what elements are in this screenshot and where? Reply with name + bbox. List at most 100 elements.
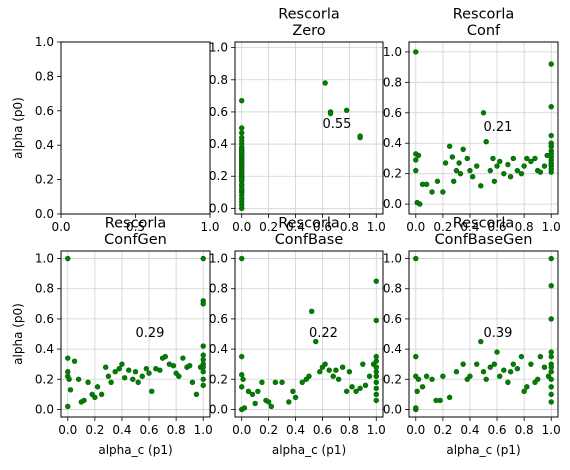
y-tick-label: 0.2 xyxy=(383,167,402,181)
x-tick-label: 0.6 xyxy=(313,220,332,234)
subplot-1: 0.0 0.5 1.0 0.0 0.2 0.4 0.6 0.8 1.0 alpha (p0) xyxy=(11,35,220,234)
data-point xyxy=(373,369,379,375)
axes-frame xyxy=(234,41,384,215)
y-tick-label: 0.0 xyxy=(383,402,402,416)
data-point xyxy=(239,372,245,378)
y-tick-label: 0.8 xyxy=(383,75,402,89)
data-point xyxy=(429,376,435,382)
data-point xyxy=(132,369,139,375)
data-point xyxy=(200,343,206,349)
data-point xyxy=(200,364,206,370)
data-point xyxy=(460,146,466,153)
x-tick-label: 0.8 xyxy=(515,423,534,437)
data-point xyxy=(176,373,182,379)
data-point xyxy=(490,155,496,162)
y-tick-label: 0.0 xyxy=(209,402,228,416)
data-point xyxy=(135,379,141,385)
subplot-title: Rescorla xyxy=(453,7,515,23)
data-point xyxy=(446,394,453,401)
y-tick-label: 0.2 xyxy=(209,169,228,183)
y-tick-label: 0.8 xyxy=(209,282,228,296)
data-point xyxy=(71,358,78,364)
data-point xyxy=(252,400,258,407)
data-point xyxy=(373,317,379,324)
data-point xyxy=(419,384,426,390)
axes-background xyxy=(409,42,558,214)
x-tick-label: 0.4 xyxy=(286,220,305,234)
data-point xyxy=(437,397,443,404)
axes-background xyxy=(235,42,383,214)
data-point xyxy=(373,397,379,404)
data-point xyxy=(497,158,503,165)
data-point xyxy=(442,160,449,166)
y-tick-label: 0.8 xyxy=(209,73,228,87)
y-tick-label: 0.2 xyxy=(35,372,54,386)
data-point xyxy=(241,405,248,411)
data-point xyxy=(449,154,456,160)
axes-background xyxy=(409,251,558,417)
data-point xyxy=(501,367,507,373)
data-point xyxy=(453,167,460,174)
data-point xyxy=(467,167,473,174)
data-point xyxy=(474,361,480,367)
data-point xyxy=(537,169,544,175)
data-point xyxy=(373,353,379,360)
data-point xyxy=(423,373,430,379)
data-point xyxy=(121,375,128,381)
axes-frame xyxy=(234,250,384,418)
data-point xyxy=(373,358,379,364)
y-tick-label: 0.0 xyxy=(35,207,54,221)
x-tick-label: 0.0 xyxy=(406,220,425,234)
data-point xyxy=(541,163,548,169)
data-point xyxy=(186,362,193,369)
data-point xyxy=(94,384,101,390)
y-tick-label: 0.4 xyxy=(209,137,228,151)
data-point xyxy=(413,255,419,262)
data-point xyxy=(548,376,554,382)
data-point xyxy=(239,149,245,155)
data-point xyxy=(532,155,538,162)
data-point xyxy=(126,367,132,373)
data-point xyxy=(81,397,87,404)
data-point xyxy=(239,130,245,136)
data-point xyxy=(464,155,470,162)
data-point xyxy=(524,155,530,162)
data-point xyxy=(265,399,272,405)
data-point xyxy=(317,369,323,375)
subplot-title: Conf xyxy=(467,23,501,39)
y-tick-label: 0.6 xyxy=(209,105,228,119)
data-point xyxy=(480,110,487,116)
data-point xyxy=(505,379,511,385)
data-point xyxy=(478,338,484,345)
correlation-annotation: 0.22 xyxy=(309,326,338,341)
y-tick-label: 0.4 xyxy=(209,342,228,356)
data-point xyxy=(239,255,245,262)
data-point xyxy=(548,143,554,149)
data-point xyxy=(456,160,462,166)
data-point xyxy=(491,178,498,184)
x-tick-label: 0.6 xyxy=(313,423,332,437)
data-point xyxy=(85,379,91,385)
y-tick-label: 0.4 xyxy=(383,342,402,356)
correlation-annotation: 0.29 xyxy=(136,326,165,341)
data-point xyxy=(139,373,145,379)
x-tick-label: 1.0 xyxy=(542,220,561,234)
x-tick-label: 0.6 xyxy=(487,220,506,234)
data-point xyxy=(346,369,353,375)
x-tick-label: 1.0 xyxy=(200,220,219,234)
data-point xyxy=(413,353,419,360)
data-point xyxy=(373,391,379,398)
data-point xyxy=(521,388,527,395)
data-point xyxy=(112,369,118,375)
data-point xyxy=(366,373,373,379)
data-point xyxy=(240,376,246,382)
data-point xyxy=(343,107,350,114)
data-point xyxy=(373,385,379,392)
x-axis-label: alpha_c (p1) xyxy=(272,443,346,457)
data-point xyxy=(518,170,525,177)
data-point xyxy=(98,391,105,398)
data-point xyxy=(92,394,98,401)
x-axis-label: alpha_c (p1) xyxy=(98,443,172,457)
data-point xyxy=(335,376,342,382)
